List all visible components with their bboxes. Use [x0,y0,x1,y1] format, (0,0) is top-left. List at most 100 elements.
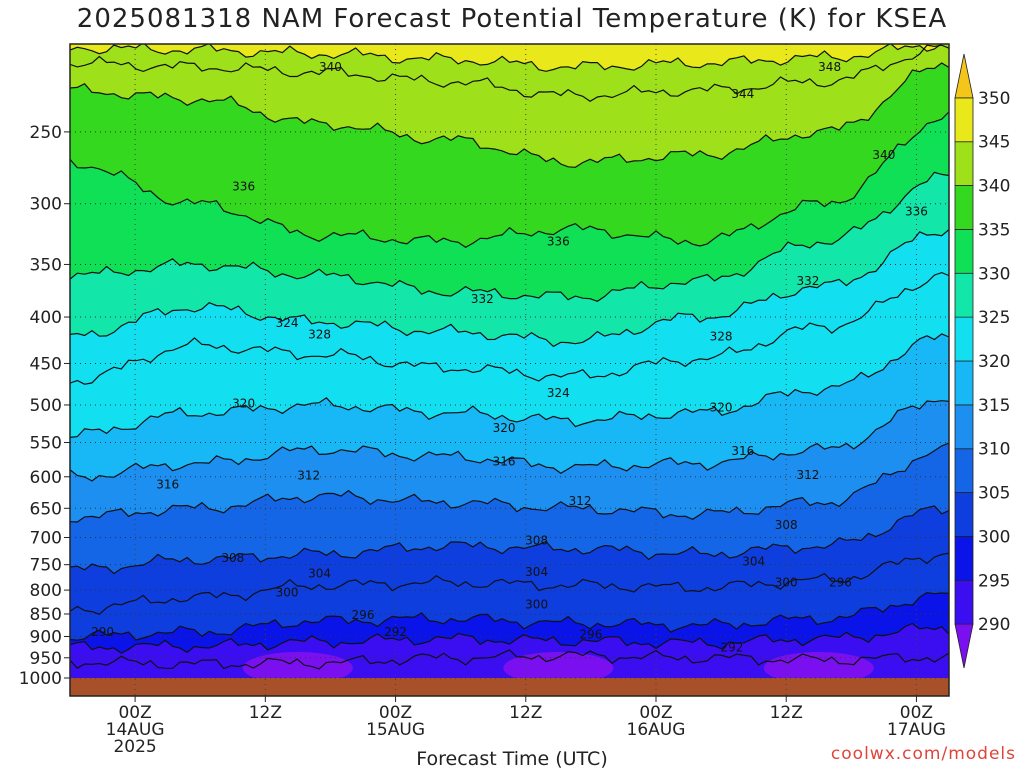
cold-pool-3 [763,652,874,684]
colorbar-segment-7 [954,316,974,362]
contour-label: 332 [796,274,819,288]
contour-label: 340 [319,60,342,74]
colorbar-segment-9 [954,229,974,274]
x-tick-label: 2025 [113,737,156,757]
contour-label: 304 [742,555,765,569]
contour-label: 296 [579,627,602,641]
contour-label: 312 [569,494,592,508]
x-axis-label: Forecast Time (UTC) [416,748,608,770]
colorbar-label: 315 [978,396,1010,416]
colorbar-segment-12 [954,97,974,143]
x-tick-label: 00Z [900,703,933,723]
colorbar-segment-5 [954,404,974,450]
contour-label: 308 [775,518,798,532]
colorbar-label: 330 [978,264,1010,284]
colorbar-segment-0 [954,623,974,669]
contour-344 [70,44,949,103]
contour-312 [70,442,949,523]
contour-label: 304 [308,567,331,581]
contour-label: 300 [775,576,798,590]
contour-label: 316 [731,444,754,458]
colorbar-label: 335 [978,220,1010,240]
contour-label: 324 [276,316,299,330]
x-tick-label: 12Z [509,703,542,723]
colorbar-label: 325 [978,308,1010,328]
contour-304 [70,552,949,615]
contour-label: 308 [525,533,548,547]
y-tick-label: 750 [30,556,62,576]
contour-label: 336 [547,234,570,248]
contour-label: 340 [872,148,895,162]
contour-label: 332 [471,292,494,306]
colorbar-label: 305 [978,484,1010,504]
contour-label: 328 [710,329,733,343]
y-tick-label: 350 [30,255,62,275]
colorbar-segment-1 [954,579,974,625]
colorbar-label: 320 [978,352,1010,372]
colorbar-segment-8 [954,272,974,318]
y-tick-label: 450 [30,354,62,374]
contour-316 [70,400,949,482]
y-tick-label: 600 [30,468,62,488]
y-tick-label: 900 [30,627,62,647]
contour-label: 336 [232,179,255,193]
contour-label: 308 [221,551,244,565]
x-tick-label: 16AUG [627,720,686,740]
y-tick-label: 800 [30,581,62,601]
contour-348 [70,44,945,72]
colorbar-label: 300 [978,527,1010,547]
contour-labels: 340 348 344 340 336 336 336 332 332 324 328 328 324 3… [91,60,928,654]
contour-lines [70,44,949,670]
fill-band-348 [70,44,942,72]
contour-label: 312 [297,468,320,482]
contour-label: 296 [829,576,852,590]
colorbar-label: 345 [978,133,1010,153]
contour-308 [70,505,949,575]
contour-label: 344 [731,87,754,101]
grid-lines [70,44,949,696]
contour-label: 300 [525,598,548,612]
y-tick-label: 500 [30,396,62,416]
colorbar-segment-13 [954,53,974,99]
x-tick-label: 12Z [770,703,803,723]
contour-label: 296 [352,608,375,622]
cold-pool-2 [503,652,614,684]
ground-surface [70,678,949,696]
x-tick-label: 15AUG [366,720,425,740]
x-tick-label: 12Z [249,703,282,723]
contour-label: 328 [308,327,331,341]
filled-contours [70,44,949,696]
colorbar-segment-3 [954,492,974,537]
y-tick-label: 700 [30,528,62,548]
colorbar-segment-11 [954,141,974,186]
colorbar-segment-4 [954,448,974,493]
contour-label: 292 [721,640,744,654]
contour-300 [70,591,949,641]
colorbar-label: 310 [978,440,1010,460]
contour-label: 312 [796,468,819,482]
x-tick-label: 00Z [118,703,151,723]
colorbar-label: 290 [978,615,1010,635]
contour-296 [70,622,949,654]
contour-292 [70,649,949,670]
y-tick-label: 550 [30,433,62,453]
y-tick-label: 250 [30,123,62,143]
contour-328 [70,229,949,348]
cold-pool-1 [242,652,353,684]
contour-320 [70,333,949,438]
y-tick-label: 300 [30,195,62,215]
x-tick-label: 14AUG [106,720,165,740]
chart-title: 2025081318 NAM Forecast Potential Temper… [76,4,948,34]
contour-label: 316 [493,454,516,468]
colorbar-segment-2 [954,536,974,581]
contour-label: 348 [818,60,841,74]
contour-label: 292 [384,625,407,639]
contour-label: 324 [547,386,570,400]
x-tick-label: 00Z [639,703,672,723]
contour-label: 320 [493,421,516,435]
y-tick-label: 400 [30,308,62,328]
contour-label: 320 [232,396,255,410]
contour-label: 304 [525,565,548,579]
